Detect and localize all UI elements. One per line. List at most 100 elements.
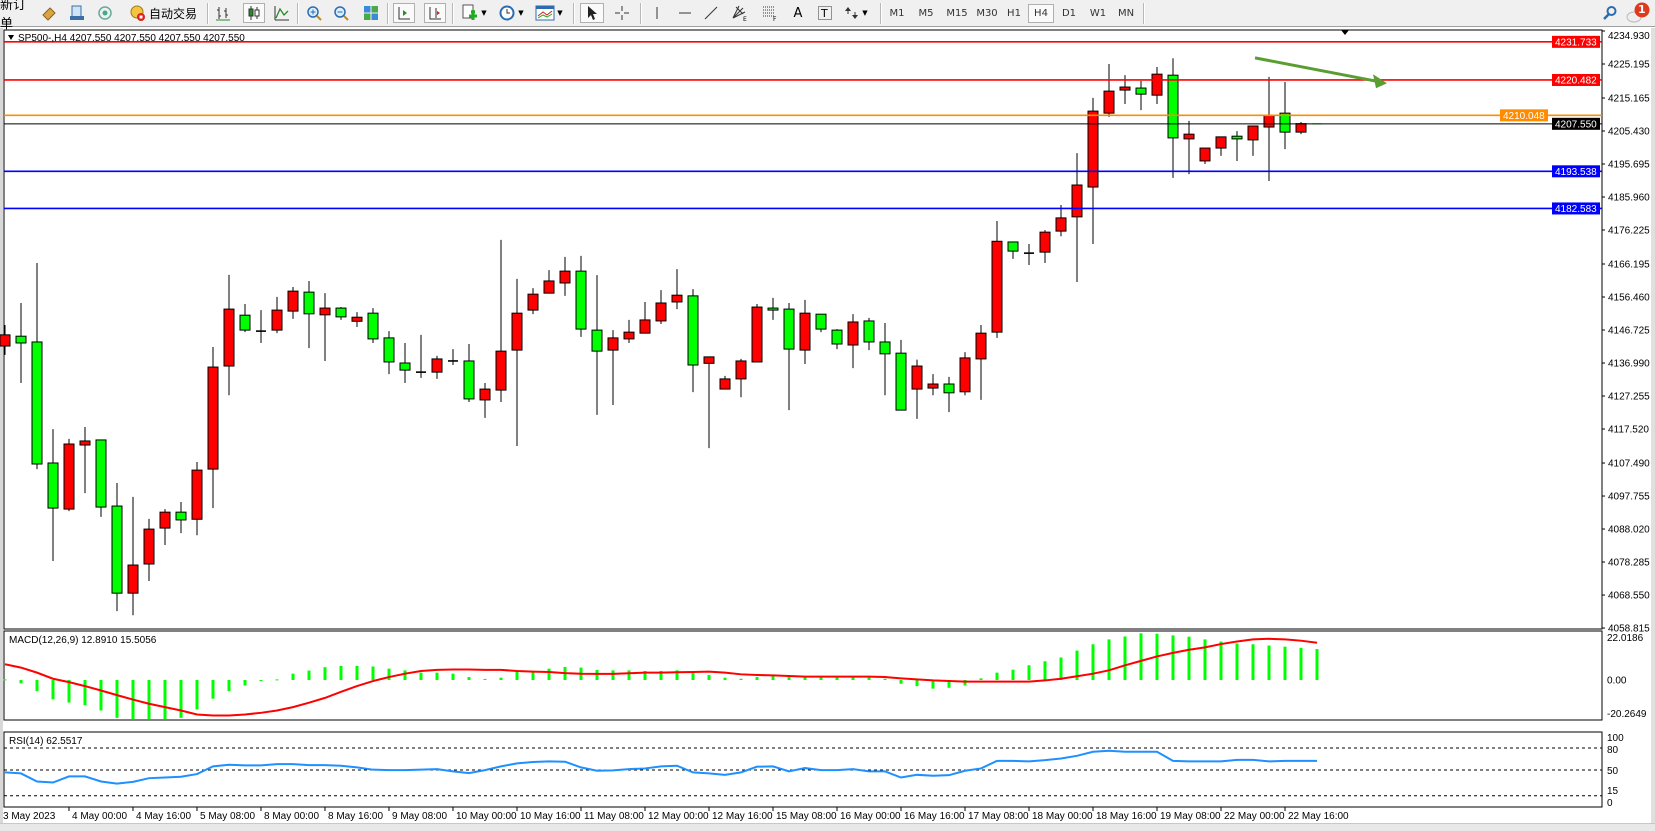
candle — [623, 319, 635, 343]
candle-body — [1183, 133, 1195, 140]
candle — [351, 312, 363, 328]
line-chart-icon[interactable] — [272, 3, 292, 23]
timeframe-m5[interactable]: M5 — [918, 8, 934, 19]
candle-body — [479, 388, 491, 401]
price-axis-label: 4127.255 — [1608, 392, 1650, 403]
price-axis-label: 4205.430 — [1608, 127, 1650, 138]
candle-body — [1167, 74, 1179, 139]
candle-body — [351, 316, 363, 322]
rsi-title: RSI(14) 62.5517 — [9, 736, 83, 747]
macd-histogram-bar — [243, 680, 247, 686]
candle — [159, 509, 171, 546]
candle — [959, 352, 971, 396]
zoom-in-icon[interactable] — [303, 3, 325, 23]
periods-button[interactable]: ▼ — [496, 3, 526, 23]
candle — [703, 356, 715, 449]
timeframe-h4[interactable]: H4 — [1028, 4, 1054, 23]
candlestick-icon[interactable] — [243, 3, 265, 23]
text-icon[interactable]: A — [788, 3, 808, 23]
fibo-retracement-icon[interactable]: F — [758, 3, 782, 23]
navigator-icon[interactable] — [66, 3, 88, 23]
candle-body — [623, 331, 635, 340]
fibo-fan-icon[interactable]: E — [728, 3, 752, 23]
tile-windows-icon[interactable] — [360, 3, 382, 23]
auto-scroll-icon[interactable] — [393, 3, 415, 23]
macd-histogram-bar — [19, 680, 23, 684]
search-icon[interactable] — [1600, 3, 1620, 23]
timeframe-h1[interactable]: H1 — [1007, 8, 1021, 19]
timeframe-m30[interactable]: M30 — [976, 8, 998, 19]
chat-bubble-icon — [1626, 2, 1650, 23]
crosshair-icon[interactable] — [611, 3, 633, 23]
time-axis-label: 15 May 08:00 — [776, 811, 837, 822]
candle-body — [271, 309, 283, 331]
macd-histogram-bar — [1299, 647, 1303, 680]
timeframe-m15[interactable]: M15 — [946, 8, 968, 19]
text-label-icon[interactable]: T — [814, 3, 836, 23]
price-level-tag — [1552, 73, 1600, 86]
macd-histogram-bar — [211, 680, 215, 699]
candle — [719, 375, 731, 390]
candle-body — [799, 312, 811, 351]
timeframe-m1[interactable]: M1 — [889, 8, 905, 19]
candle — [799, 299, 811, 364]
candle-body — [687, 295, 699, 366]
time-axis-label: 3 May 2023 — [3, 811, 56, 822]
horizontal-line-icon[interactable] — [674, 3, 696, 23]
candle — [527, 288, 539, 315]
candle-body — [559, 270, 571, 284]
price-axis-label: 4078.285 — [1608, 558, 1650, 569]
candle-body — [991, 240, 1003, 333]
candle-body — [111, 505, 123, 594]
chart-shift-icon[interactable] — [424, 3, 446, 23]
time-axis-label: 10 May 16:00 — [520, 811, 581, 822]
svg-text:T: T — [820, 7, 828, 20]
new-order-button[interactable]: 新订单 — [0, 0, 34, 32]
zoom-out-icon[interactable] — [330, 3, 352, 23]
price-axis-label: 4215.165 — [1608, 94, 1650, 105]
candle-body — [1295, 123, 1307, 133]
candle — [431, 355, 443, 379]
candle-body — [575, 270, 587, 330]
time-axis-label: 16 May 00:00 — [840, 811, 901, 822]
macd-histogram-bar — [627, 670, 631, 680]
candle-body — [1215, 136, 1227, 149]
candle — [319, 293, 331, 361]
notifications-button[interactable]: 1 — [1624, 2, 1652, 23]
candle — [127, 496, 139, 616]
candle — [287, 287, 299, 319]
signal-icon[interactable] — [94, 3, 116, 23]
timeframe-d1[interactable]: D1 — [1061, 8, 1077, 19]
candle-body — [911, 365, 923, 390]
time-axis-label: 11 May 08:00 — [584, 811, 644, 822]
macd-histogram-bar — [963, 680, 967, 686]
vertical-line-icon[interactable] — [646, 3, 668, 23]
cursor-icon[interactable] — [580, 3, 604, 23]
market-watch-icon[interactable] — [38, 3, 60, 23]
timeframe-mn[interactable]: MN — [1117, 8, 1135, 19]
price-level-tag — [1500, 109, 1548, 122]
arrows-button[interactable]: ▼ — [840, 3, 872, 23]
candle — [975, 325, 987, 400]
templates-button[interactable]: ▼ — [533, 3, 565, 23]
macd-histogram-bar — [483, 678, 487, 680]
candle-body — [223, 308, 235, 367]
auto-trading-button[interactable]: 自动交易 — [124, 3, 202, 23]
candle — [495, 239, 507, 402]
candle — [1151, 67, 1163, 104]
macd-histogram-bar — [3, 679, 7, 681]
time-axis-label: 4 May 16:00 — [136, 811, 191, 822]
macd-histogram-bar — [803, 676, 807, 680]
indicators-button[interactable]: ▼ — [458, 3, 490, 23]
macd-histogram-bar — [771, 674, 775, 680]
macd-histogram-bar — [499, 677, 503, 680]
timeframe-w1[interactable]: W1 — [1089, 8, 1107, 19]
candle-body — [895, 352, 907, 411]
trendline-icon[interactable] — [700, 3, 722, 23]
candle — [0, 325, 11, 355]
bar-chart-icon[interactable] — [213, 3, 233, 23]
macd-histogram-bar — [291, 673, 295, 680]
time-axis-label: 16 May 16:00 — [904, 811, 965, 822]
candle-body — [863, 320, 875, 343]
